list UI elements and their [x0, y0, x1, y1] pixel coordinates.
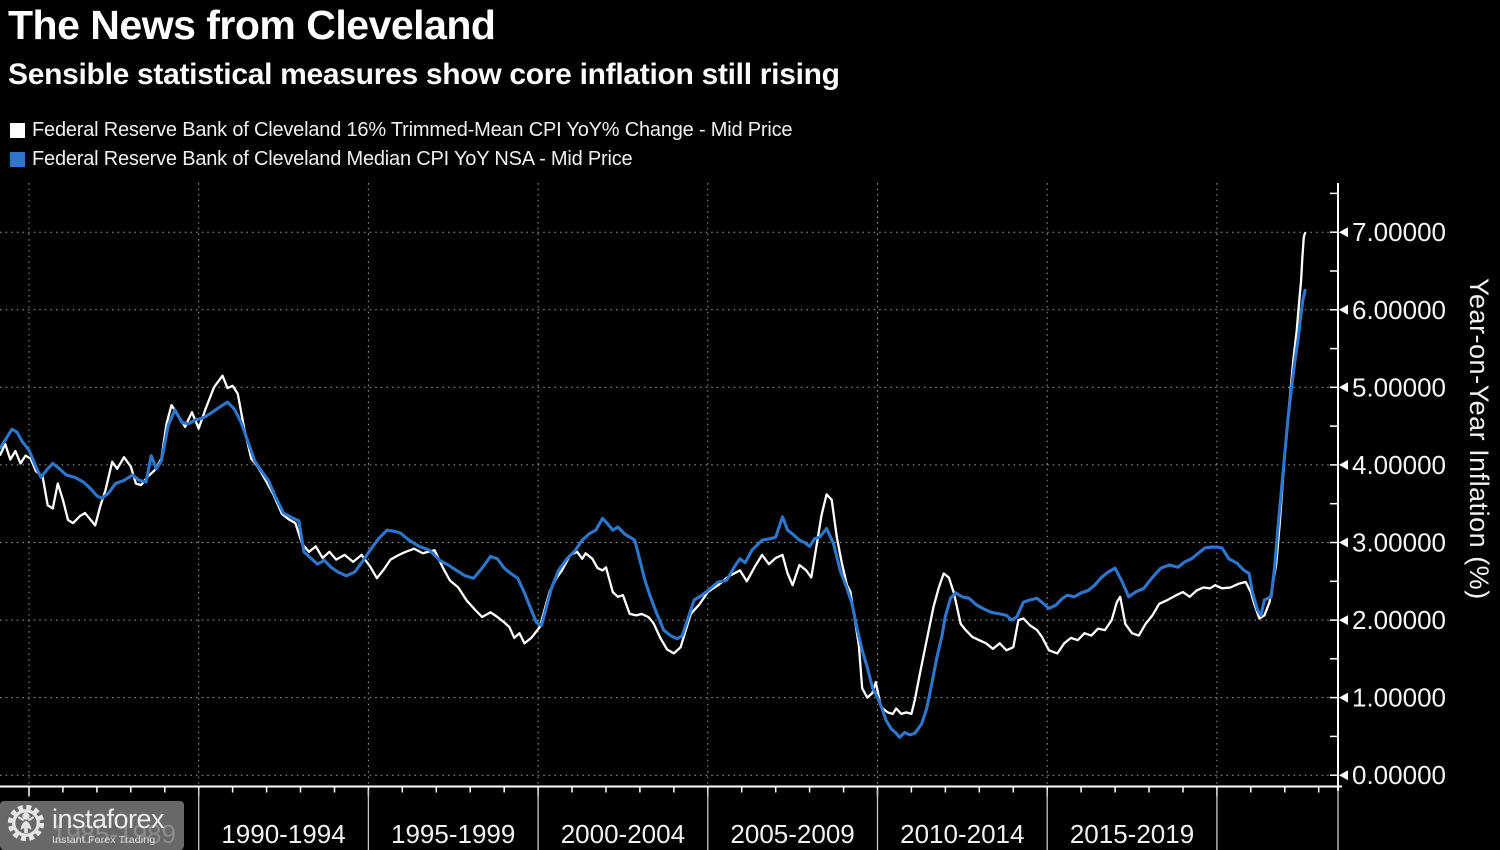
- legend-item-label: Federal Reserve Bank of Cleveland 16% Tr…: [32, 118, 793, 141]
- legend-item-label: Federal Reserve Bank of Cleveland Median…: [32, 147, 633, 170]
- legend: Federal Reserve Bank of Cleveland 16% Tr…: [10, 118, 793, 177]
- legend-item-trimmed-mean: Federal Reserve Bank of Cleveland 16% Tr…: [10, 118, 793, 141]
- median-cpi-line: [0, 288, 1307, 739]
- legend-item-median-cpi: Federal Reserve Bank of Cleveland Median…: [10, 148, 792, 170]
- y-axis-tick-label: 7.00000: [1352, 217, 1446, 247]
- watermark-brand: instaforex: [52, 803, 165, 834]
- y-axis-tick-label: 2.00000: [1352, 605, 1446, 635]
- y-tick-arrow-icon: [1339, 537, 1348, 548]
- chart-subtitle: Sensible statistical measures show core …: [8, 58, 840, 91]
- trimmed-mean-series-swatch-icon: [10, 122, 25, 138]
- y-axis-tick-label: 0.00000: [1352, 760, 1446, 790]
- y-axis-title: Year-on-Year Inflation (%): [1464, 278, 1494, 600]
- x-axis-category-label: 1990-1994: [221, 819, 345, 849]
- y-axis-tick-label: 1.00000: [1352, 683, 1446, 713]
- median-cpi-series-swatch-icon: [10, 151, 25, 167]
- y-tick-arrow-icon: [1339, 382, 1348, 393]
- chart-title: The News from Cleveland: [8, 2, 496, 48]
- x-axis-category-label: 2010-2014: [900, 819, 1024, 849]
- y-axis-tick-label: 5.00000: [1352, 372, 1446, 402]
- instaforex-gear-logo-icon: [6, 803, 46, 848]
- y-axis-tick-label: 3.00000: [1352, 528, 1446, 558]
- watermark-tagline: Instant Forex Trading: [52, 833, 156, 846]
- watermark-text: instaforex Instant Forex Trading: [52, 803, 165, 846]
- x-axis-category-label: 2000-2004: [561, 819, 685, 849]
- y-tick-arrow-icon: [1339, 227, 1348, 238]
- x-axis-category-label: 2005-2009: [730, 819, 854, 849]
- y-axis-tick-label: 6.00000: [1352, 295, 1446, 325]
- y-tick-arrow-icon: [1339, 770, 1348, 781]
- trimmed-mean-cpi-line: [0, 231, 1307, 716]
- y-tick-arrow-icon: [1339, 615, 1348, 626]
- y-tick-arrow-icon: [1339, 692, 1348, 703]
- y-tick-arrow-icon: [1339, 304, 1348, 315]
- instaforex-watermark: instaforex Instant Forex Trading: [0, 801, 184, 850]
- x-axis-category-label: 2015-2019: [1070, 819, 1194, 849]
- x-axis-category-label: 1995-1999: [391, 819, 515, 849]
- y-axis-tick-label: 4.00000: [1352, 450, 1446, 480]
- y-tick-arrow-icon: [1339, 459, 1348, 470]
